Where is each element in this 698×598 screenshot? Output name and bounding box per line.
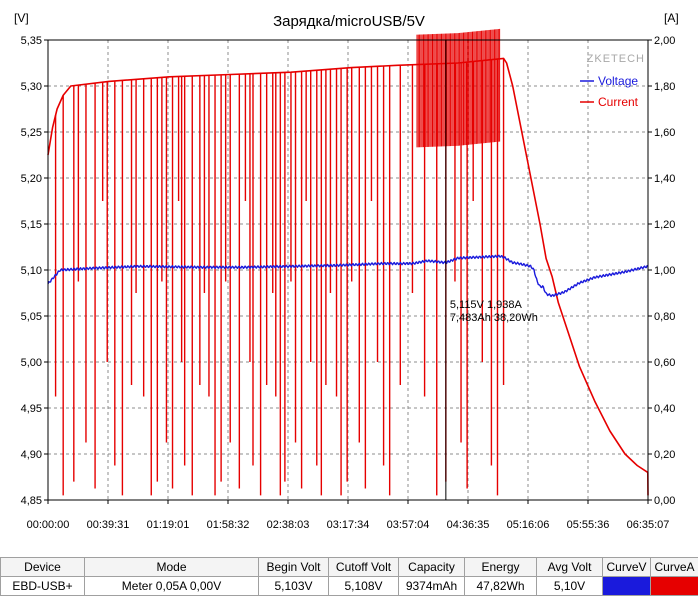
header-curve-v: CurveV — [602, 557, 651, 577]
y-right-tick-label: 0,00 — [654, 495, 675, 507]
y-left-tick-label: 5,00 — [21, 357, 42, 369]
y-left-tick-label: 5,25 — [21, 127, 42, 139]
table-row[interactable]: EBD-USB+ Meter 0,05A 0,00V 5,103V 5,108V… — [0, 576, 698, 596]
header-curve-a: CurveA — [650, 557, 698, 577]
x-tick-label: 02:38:03 — [267, 519, 310, 531]
y-right-tick-label: 1,80 — [654, 81, 675, 93]
summary-table: Device Mode Begin Volt Cutoff Volt Capac… — [0, 557, 698, 596]
y-left-tick-label: 5,20 — [21, 173, 42, 185]
header-capacity: Capacity — [398, 557, 465, 577]
y-right-unit: [A] — [664, 11, 679, 25]
cell-begin-volt: 5,103V — [258, 576, 329, 596]
cursor-readout-line1: 5,115V 1,938A — [450, 299, 523, 311]
y-right-tick-label: 0,40 — [654, 403, 675, 415]
y-right-tick-label: 1,20 — [654, 219, 675, 231]
y-right-tick-label: 0,80 — [654, 311, 675, 323]
y-left-tick-label: 5,15 — [21, 219, 42, 231]
x-ticks: 00:00:00 00:39:31 01:19:01 01:58:32 02:38:03… — [27, 500, 670, 531]
cell-cutoff-volt: 5,108V — [328, 576, 399, 596]
y-left-unit: [V] — [14, 11, 29, 25]
cell-capacity: 9374mAh — [398, 576, 465, 596]
grid — [48, 40, 648, 500]
header-mode: Mode — [84, 557, 259, 577]
y-left-tick-label: 4,90 — [21, 449, 42, 461]
y-right-tick-label: 0,20 — [654, 449, 675, 461]
y-left-tick-label: 5,30 — [21, 81, 42, 93]
legend-voltage-label: Voltage — [598, 74, 638, 88]
current-series-line — [47, 57, 649, 496]
y-right-tick-label: 1,40 — [654, 173, 675, 185]
y-right-tick-label: 2,00 — [654, 35, 675, 47]
y-right-tick-label: 1,00 — [654, 265, 675, 277]
y-left-tick-label: 5,05 — [21, 311, 42, 323]
table-header-row: Device Mode Begin Volt Cutoff Volt Capac… — [0, 557, 698, 577]
y-left-tick-label: 4,85 — [21, 495, 42, 507]
header-avg-volt: Avg Volt — [536, 557, 603, 577]
y-left-tick-label: 5,10 — [21, 265, 42, 277]
x-tick-label: 00:00:00 — [27, 519, 70, 531]
curve-v-color-swatch[interactable] — [602, 576, 651, 596]
x-tick-label: 01:58:32 — [207, 519, 250, 531]
y-left-tick-label: 4,95 — [21, 403, 42, 415]
cell-energy: 47,82Wh — [464, 576, 537, 596]
x-tick-label: 00:39:31 — [87, 519, 130, 531]
x-tick-label: 06:35:07 — [627, 519, 670, 531]
y-right-tick-label: 1,60 — [654, 127, 675, 139]
chart-title: Зарядка/microUSB/5V — [273, 13, 425, 30]
y-left-tick-label: 5,35 — [21, 35, 42, 47]
x-tick-label: 05:16:06 — [507, 519, 550, 531]
cell-mode: Meter 0,05A 0,00V — [84, 576, 259, 596]
legend: Voltage Current — [580, 74, 639, 109]
curve-a-color-swatch[interactable] — [650, 576, 698, 596]
y-right-tick-label: 0,60 — [654, 357, 675, 369]
cell-avg-volt: 5,10V — [536, 576, 603, 596]
plot-frame — [47, 39, 649, 501]
header-energy: Energy — [464, 557, 537, 577]
legend-current-label: Current — [598, 95, 639, 109]
series-layer — [47, 28, 649, 496]
x-tick-label: 05:55:36 — [567, 519, 610, 531]
y-left-ticks: 5,35 5,30 5,25 5,20 5,15 5,10 5,05 5,00 4,95 4,90… — [21, 35, 48, 507]
voltage-series-line — [47, 254, 649, 298]
x-tick-label: 01:19:01 — [147, 519, 190, 531]
header-begin-volt: Begin Volt — [258, 557, 329, 577]
y-right-ticks: 2,00 1,80 1,60 1,40 1,20 1,00 0,80 0,60 0,40 0,20… — [648, 35, 675, 507]
x-tick-label: 03:57:04 — [387, 519, 430, 531]
cursor-readout-line2: 7,483Ah 38,20Wh — [450, 312, 538, 324]
charge-chart: Зарядка/microUSB/5V [V] [A] 5,35 5,30 5,25… — [14, 11, 679, 531]
x-tick-label: 04:36:35 — [447, 519, 490, 531]
header-device: Device — [0, 557, 85, 577]
x-tick-label: 03:17:34 — [327, 519, 370, 531]
watermark: ZKETECH — [587, 53, 645, 65]
header-cutoff-volt: Cutoff Volt — [328, 557, 399, 577]
cell-device: EBD-USB+ — [0, 576, 85, 596]
